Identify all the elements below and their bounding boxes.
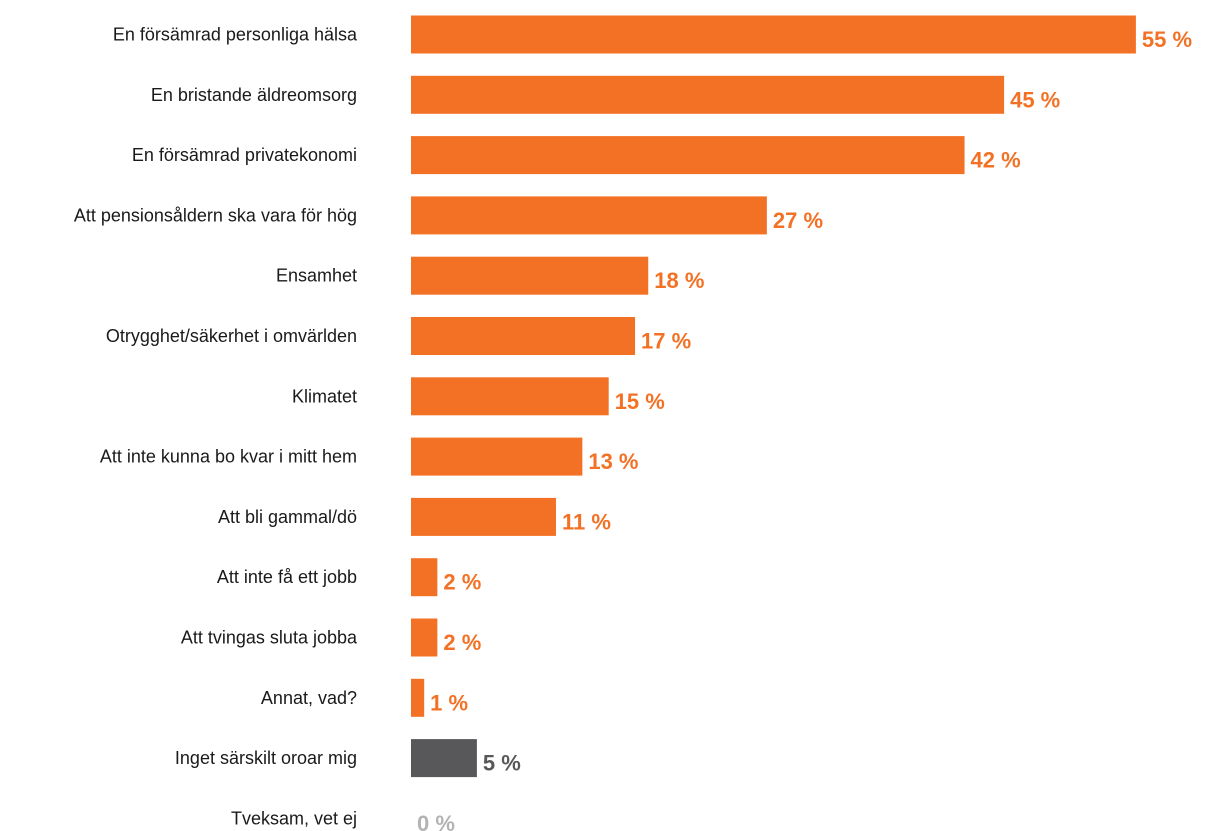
bar — [411, 15, 1136, 54]
value-label: 13 % — [588, 449, 638, 474]
value-label: 55 % — [1142, 27, 1192, 52]
bar — [411, 437, 583, 476]
bar — [411, 678, 425, 717]
value-label: 2 % — [443, 570, 481, 595]
value-label: 45 % — [1010, 87, 1060, 112]
value-label: 2 % — [443, 630, 481, 655]
category-label: En bristande äldreomsorg — [151, 85, 357, 105]
category-label: Att inte kunna bo kvar i mitt hem — [100, 447, 357, 467]
bar — [411, 377, 609, 416]
category-label: Att tvingas sluta jobba — [181, 628, 358, 648]
bar — [411, 75, 1005, 114]
category-label: Otrygghet/säkerhet i omvärlden — [106, 326, 357, 346]
bar — [411, 317, 636, 355]
value-label: 27 % — [773, 208, 823, 233]
category-label: Att inte få ett jobb — [217, 567, 357, 587]
bar — [411, 558, 438, 597]
category-label: Att pensionsåldern ska vara för hög — [74, 205, 357, 225]
bar — [411, 618, 438, 657]
category-label: Ensamhet — [276, 266, 357, 286]
value-label: 0 % — [417, 811, 455, 831]
category-label: En försämrad privatekonomi — [132, 145, 357, 165]
category-label: En försämrad personliga hälsa — [113, 25, 358, 45]
bar — [411, 497, 556, 536]
category-label: Inget särskilt oroar mig — [175, 748, 357, 768]
value-label: 5 % — [483, 751, 521, 776]
category-label: Annat, vad? — [261, 688, 357, 708]
category-label: Att bli gammal/dö — [218, 507, 357, 527]
bar — [411, 256, 649, 295]
category-label: Tveksam, vet ej — [231, 808, 357, 828]
bar — [411, 739, 477, 778]
value-label: 17 % — [641, 329, 691, 354]
bar — [411, 136, 965, 175]
value-label: 1 % — [430, 690, 468, 715]
value-label: 18 % — [654, 268, 704, 293]
value-label: 42 % — [971, 148, 1021, 173]
value-label: 15 % — [615, 389, 665, 414]
bar — [411, 196, 767, 235]
value-label: 11 % — [562, 509, 611, 534]
category-label: Klimatet — [292, 386, 357, 406]
